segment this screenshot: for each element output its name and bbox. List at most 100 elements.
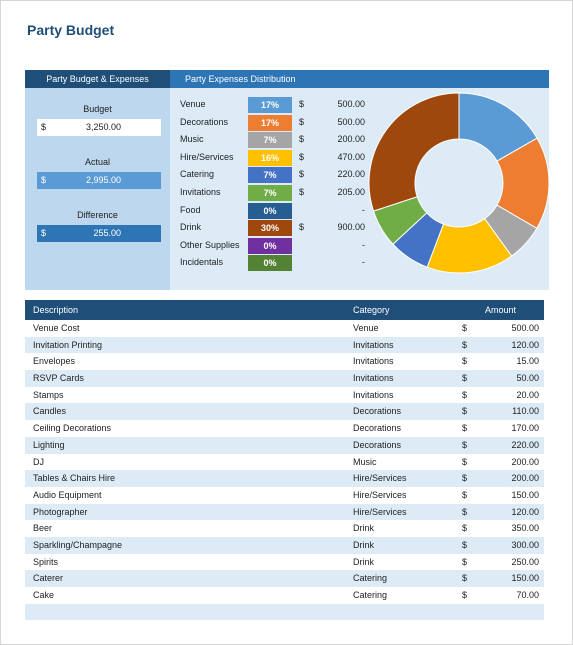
table-row: DJ Music $200.00 [25, 453, 544, 471]
distribution-category: Venue [180, 99, 206, 109]
table-row: Envelopes Invitations $15.00 [25, 353, 544, 371]
cell-description: Beer [33, 523, 53, 534]
table-row: Photographer Hire/Services $120.00 [25, 503, 544, 521]
cell-description: Lighting [33, 439, 65, 450]
expenses-donut-chart [368, 92, 550, 274]
distribution-percent: 17% [248, 97, 292, 113]
budget-currency: $ [41, 122, 47, 132]
table-row: Stamps Invitations $20.00 [25, 386, 544, 404]
cell-category: Catering [353, 573, 388, 584]
cell-category: Invitations [353, 389, 394, 400]
donut-slice-drink [368, 92, 460, 212]
distribution-amount: 220.00 [337, 169, 365, 180]
cell-amount: 15.00 [516, 356, 539, 367]
distribution-row: Food 0% - [180, 202, 365, 219]
table-row: Beer Drink $350.00 [25, 520, 544, 537]
actual-value: 2,995.00 [85, 175, 121, 185]
distribution-category: Invitations [180, 187, 221, 197]
distribution-amount: - [362, 204, 365, 215]
cell-amount: 150.00 [511, 573, 539, 584]
cell-category: Decorations [353, 439, 402, 450]
cell-amount: 70.00 [516, 590, 539, 600]
cell-description: Envelopes [33, 356, 76, 367]
actual-label: Actual [84, 157, 110, 167]
distribution-category: Other Supplies [180, 239, 240, 250]
cell-category: Invitations [353, 356, 394, 367]
cell-description: Photographer [33, 506, 88, 517]
difference-label: Difference [77, 210, 118, 220]
cell-category: Drink [353, 539, 375, 550]
distribution-amount: 470.00 [337, 151, 365, 162]
table-header: Description Category Amount [25, 300, 544, 320]
distribution-percent: 7% [248, 167, 292, 184]
cell-currency: $ [462, 539, 468, 550]
cell-amount: 500.00 [511, 323, 539, 333]
distribution-row: Incidentals 0% - [180, 254, 365, 272]
distribution-category: Catering [180, 169, 215, 180]
cell-category: Music [353, 456, 377, 467]
distribution-category: Food [180, 204, 201, 215]
cell-category: Hire/Services [353, 506, 407, 517]
distribution-header: Party Expenses Distribution [185, 74, 296, 84]
distribution-category: Drink [180, 222, 202, 233]
distribution-currency: $ [299, 134, 305, 145]
distribution-row: Drink 30% $900.00 [180, 219, 365, 237]
budget-label: Budget [83, 104, 112, 114]
cell-description: Stamps [33, 389, 64, 400]
cell-currency: $ [462, 523, 468, 534]
distribution-currency: $ [299, 187, 305, 197]
cell-amount: 200.00 [511, 456, 539, 467]
table-row: Invitation Printing Invitations $120.00 [25, 336, 544, 354]
distribution-amount: 900.00 [337, 222, 365, 233]
header-amount: Amount [485, 305, 517, 315]
distribution-amount: - [362, 239, 365, 250]
cell-description: Audio Equipment [33, 489, 102, 500]
cell-currency: $ [462, 339, 468, 350]
table-row: Tables & Chairs Hire Hire/Services $200.00 [25, 470, 544, 487]
expenses-table: Description Category Amount Venue Cost Ve… [25, 300, 544, 621]
cell-category: Decorations [353, 406, 402, 417]
distribution-category: Incidentals [180, 257, 224, 268]
difference-field: $ 255.00 [37, 225, 161, 242]
cell-description: Caterer [33, 573, 64, 584]
cell-amount: 120.00 [511, 339, 539, 350]
distribution-amount: 500.00 [337, 116, 365, 127]
summary-section: Party Budget & Expenses Party Expenses D… [25, 70, 550, 290]
cell-description: Cake [33, 590, 55, 600]
table-body: Venue Cost Venue $500.00 Invitation Printin… [25, 320, 544, 621]
cell-currency: $ [462, 356, 468, 367]
table-row: Audio Equipment Hire/Services $150.00 [25, 486, 544, 504]
cell-description: DJ [33, 456, 44, 467]
cell-amount: 120.00 [511, 506, 539, 517]
summary-header-bar: Party Budget & Expenses Party Expenses D… [25, 70, 549, 88]
cell-amount: 150.00 [511, 489, 539, 500]
distribution-category: Hire/Services [180, 151, 234, 162]
table-row: Ceiling Decorations Decorations $170.00 [25, 420, 544, 437]
distribution-currency: $ [299, 116, 305, 127]
budget-field[interactable]: $ 3,250.00 [37, 119, 161, 136]
page-title: Party Budget [27, 22, 115, 38]
distribution-percent: 7% [248, 185, 292, 201]
cell-currency: $ [462, 456, 468, 467]
cell-category: Catering [353, 590, 388, 600]
cell-currency: $ [462, 590, 468, 600]
table-row: Spirits Drink $250.00 [25, 553, 544, 571]
cell-description: Candles [33, 406, 67, 417]
cell-category: Invitations [353, 339, 394, 350]
budget-expenses-header: Party Budget & Expenses [25, 70, 170, 88]
cell-amount: 220.00 [511, 439, 539, 450]
distribution-amount: 200.00 [337, 134, 365, 145]
actual-field: $ 2,995.00 [37, 172, 161, 189]
distribution-percent: 17% [248, 114, 292, 131]
cell-description: RSVP Cards [33, 373, 84, 384]
distribution-row: Music 7% $200.00 [180, 131, 365, 149]
cell-currency: $ [462, 439, 468, 450]
distribution-percent: 7% [248, 132, 292, 149]
table-row: Lighting Decorations $220.00 [25, 436, 544, 454]
actual-currency: $ [41, 175, 47, 185]
cell-currency: $ [462, 406, 468, 417]
distribution-amount: - [362, 257, 365, 268]
table-row: Caterer Catering $150.00 [25, 570, 544, 587]
cell-amount: 350.00 [511, 523, 539, 534]
distribution-currency: $ [299, 99, 305, 109]
